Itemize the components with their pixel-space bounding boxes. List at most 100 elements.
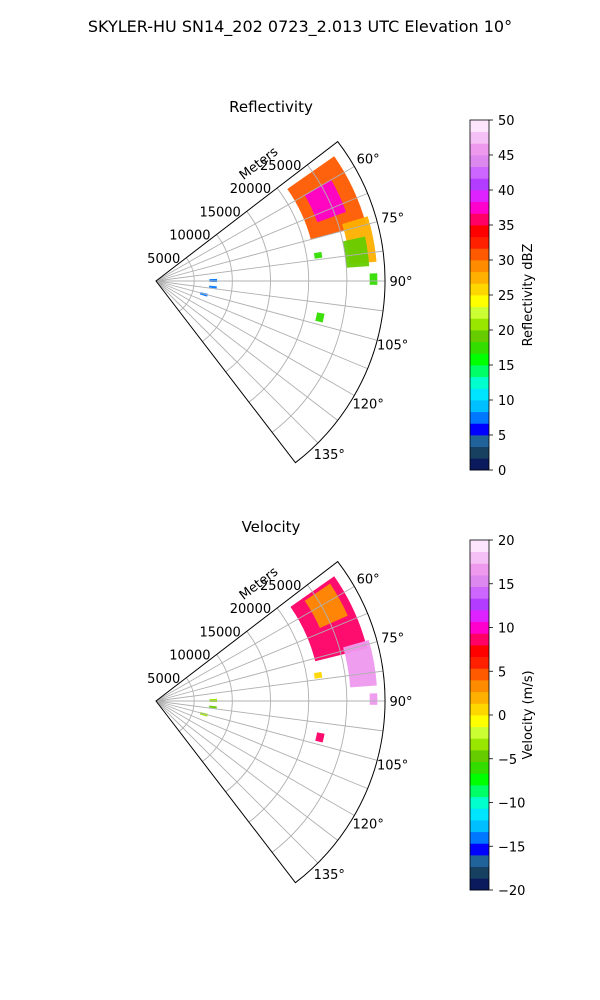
colorbar-swatch: [470, 796, 489, 809]
azimuth-tick-label: 60°: [357, 153, 380, 168]
range-ring: [248, 607, 310, 823]
colorbar-swatch: [470, 446, 489, 459]
azimuth-spoke: [155, 700, 319, 864]
azimuth-spoke: [155, 221, 378, 282]
azimuth-spoke: [155, 700, 384, 732]
azimuth-spoke: [155, 280, 355, 396]
azimuth-spoke: [155, 700, 368, 790]
colorbar-tick-label: −10: [498, 797, 525, 812]
colorbar-swatch: [470, 691, 489, 704]
sector-frame: [155, 140, 386, 464]
azimuth-spoke: [155, 280, 378, 341]
colorbar-swatch: [470, 213, 489, 226]
colorbar-swatch: [470, 586, 489, 599]
colorbar-tick-label: 0: [498, 709, 506, 724]
azimuth-tick-label: 90°: [389, 695, 412, 710]
colorbar-swatch: [470, 131, 489, 144]
colorbar-swatch: [470, 201, 489, 214]
radial-tick-label: 15000: [199, 205, 240, 220]
azimuth-spoke: [155, 700, 378, 761]
colorbar-swatch: [470, 248, 489, 261]
colorbar-swatch: [470, 388, 489, 401]
radar-echo: [369, 273, 378, 285]
azimuth-tick-label: 60°: [357, 573, 380, 588]
colorbar-swatch: [470, 155, 489, 168]
colorbar-swatch: [470, 225, 489, 238]
colorbar: −20 −15 −10 −5 0 5 10 15 20 Velocity (m/s): [469, 534, 536, 899]
radar-echo: [209, 698, 218, 703]
colorbar-swatch: [470, 190, 489, 203]
colorbar-swatch: [470, 271, 489, 284]
colorbar-swatch: [470, 738, 489, 751]
colorbar-swatch: [470, 715, 489, 728]
colorbar-swatch: [470, 563, 489, 576]
azimuth-tick-label: 105°: [377, 758, 408, 773]
colorbar-swatch: [470, 411, 489, 424]
range-ring: [225, 631, 271, 793]
colorbar-tick-label: −5: [498, 753, 517, 768]
colorbar-swatch: [470, 353, 489, 366]
azimuth-spoke: [155, 700, 355, 816]
azimuth-tick-label: 90°: [389, 275, 412, 290]
radar-echo: [304, 179, 347, 223]
colorbar-tick-label: 45: [498, 149, 515, 164]
colorbar-swatch: [470, 540, 489, 553]
radial-tick-label: 15000: [199, 625, 240, 640]
colorbar-swatch: [470, 831, 489, 844]
radial-tick-label: 10000: [169, 229, 210, 244]
radial-tick-label: 25000: [260, 159, 301, 174]
panel-title: Reflectivity: [229, 98, 313, 116]
colorbar-swatch: [470, 295, 489, 308]
colorbar-swatch: [470, 610, 489, 623]
azimuth-tick-label: 120°: [353, 818, 384, 833]
colorbar-swatch: [470, 785, 489, 798]
radial-tick-label: 5000: [147, 252, 180, 267]
radar-echo: [313, 251, 323, 259]
colorbar-swatch: [470, 575, 489, 588]
colorbar-swatch: [470, 645, 489, 658]
azimuth-spoke: [155, 586, 355, 702]
azimuth-tick-label: 105°: [377, 338, 408, 353]
colorbar-swatch: [470, 341, 489, 354]
echo-layer: [199, 576, 378, 743]
azimuth-tick-label: 75°: [381, 632, 404, 647]
colorbar-swatch: [470, 120, 489, 133]
colorbar-tick-label: −20: [498, 884, 525, 899]
colorbar-swatch: [470, 166, 489, 179]
colorbar-swatch: [470, 423, 489, 436]
azimuth-spoke: [155, 166, 355, 282]
radar-echo: [369, 693, 378, 705]
colorbar-tick-label: 0: [498, 464, 506, 479]
colorbar-swatch: [470, 365, 489, 378]
azimuth-spoke: [155, 280, 384, 312]
radar-echo: [304, 583, 348, 629]
colorbar-tick-label: 5: [498, 429, 506, 444]
radar-echo: [313, 671, 323, 679]
reflectivity-panel: Reflectivity500010000150002000025000Mete…: [147, 98, 536, 479]
colorbar-swatch: [470, 551, 489, 564]
azimuth-tick-label: 75°: [381, 212, 404, 227]
colorbar-swatch: [470, 773, 489, 786]
colorbar-swatch: [470, 260, 489, 273]
range-ring: [225, 211, 271, 373]
colorbar-swatch: [470, 376, 489, 389]
radar-echo: [315, 312, 325, 323]
radar-echo: [315, 732, 325, 743]
azimuth-spoke: [155, 700, 338, 841]
azimuth-spoke: [155, 280, 319, 444]
azimuth-tick-label: 120°: [353, 398, 384, 413]
colorbar-swatch: [470, 598, 489, 611]
colorbar-swatch: [470, 808, 489, 821]
azimuth-spoke: [155, 250, 384, 282]
colorbar-swatch: [470, 703, 489, 716]
colorbar-tick-label: 15: [498, 359, 515, 374]
colorbar-tick-label: 50: [498, 114, 515, 129]
colorbar-swatch: [470, 761, 489, 774]
colorbar-swatch: [470, 656, 489, 669]
radar-echo: [209, 285, 217, 289]
colorbar-swatch: [470, 668, 489, 681]
radial-tick-label: 25000: [260, 579, 301, 594]
colorbar-swatch: [470, 680, 489, 693]
